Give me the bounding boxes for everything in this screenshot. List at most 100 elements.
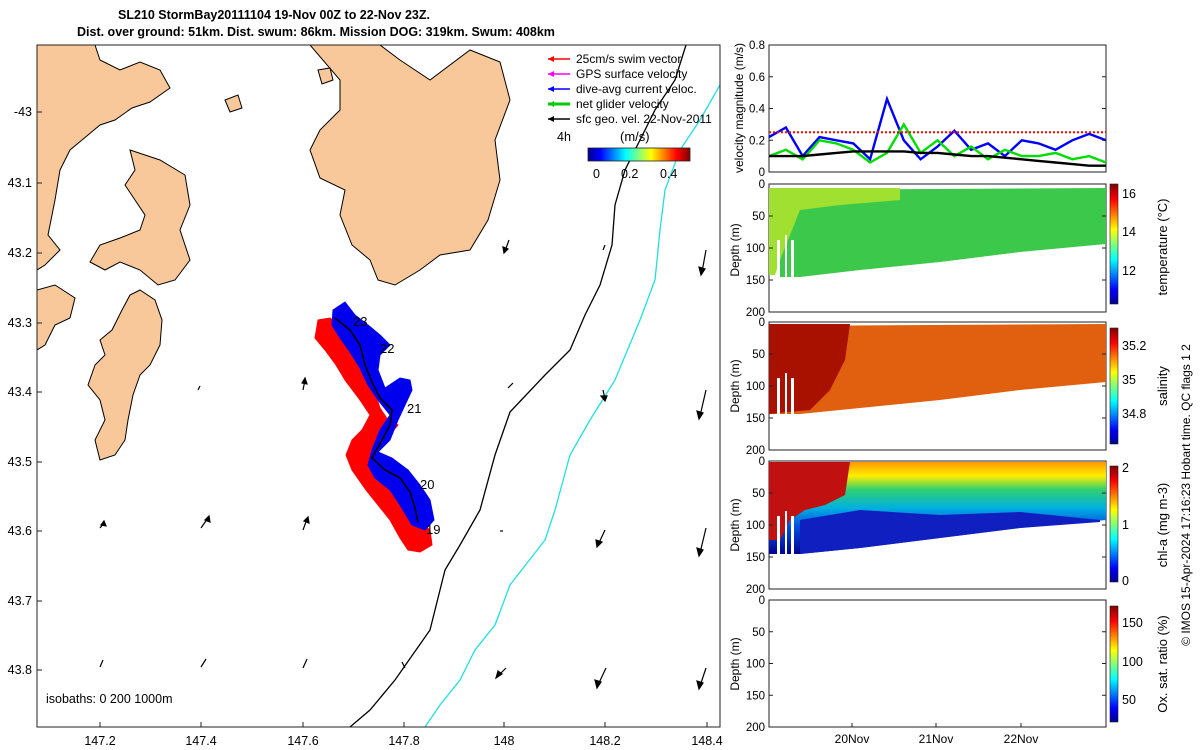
map-x-tick-label: 147.2 [84,734,115,748]
salinity-section-panel: 34.8 35 35.2 salinity 0 50 100 150 200 Depth… [728,317,1170,457]
credit-text: © IMOS 15-Apr-2024 17:16:23 Hobart time.… [1179,344,1193,646]
map-y-axis: -43 43.1 43.2 43.3 43.4 43.5 43.6 43.7 43.8 [8,105,42,677]
depth-tick-label: 150 [746,275,765,287]
salinity-high-surface [769,324,850,414]
temperature-warm-surface [769,188,900,275]
depth-tick-label: 100 [746,520,765,532]
track-day-labels: 23 22 21 20 19 [353,314,440,537]
day-label: 19 [426,522,440,537]
isobath-200m [349,45,687,727]
depth-tick-label: 0 [759,456,765,468]
velocity-arrow [507,382,514,389]
colorbar-tick: 0 [593,167,600,181]
velocity-y-tick-label: 0.8 [749,40,765,52]
temperature-colorbar-label: temperature (°C) [1155,199,1170,296]
oxygen-colorbar [1109,605,1119,723]
depth-tick-label: 100 [746,243,765,255]
velocity-arrow [594,667,607,690]
velocity-arrow [595,529,606,549]
velocity-arrow [599,389,608,403]
temperature-profile-stripes [777,235,794,278]
oxygen-colorbar-tick: 150 [1122,616,1143,630]
chart-title-line1: SL210 StormBay20111104 19-Nov 00Z to 22-… [118,8,430,22]
colorbar-title: (m/s) [620,129,650,144]
map-y-tick-label: 43.4 [8,385,32,399]
oxygen-colorbar-tick: 50 [1122,693,1136,707]
land-peninsula-mid [37,284,76,351]
oxygen-section-panel: 50 100 150 Ox. sat. ratio (%) 0 50 100 150 2… [728,595,1170,746]
temperature-colorbar [1109,183,1119,305]
chlorophyll-colorbar-label: chl-a (mg m-3) [1155,483,1170,568]
map-panel: 23 22 21 20 19 147.2 147.4 147.6 147.8 148 14… [8,44,723,748]
map-x-tick-label: 148.4 [691,734,722,748]
map-x-tick-label: 148 [494,734,515,748]
velocity-y-label: velocity magnitude (m/s) [732,43,746,173]
map-y-tick-label: 43.1 [8,176,32,190]
land-mainland-west [37,45,171,271]
time-axis: 20Nov 21Nov 22Nov [835,723,1039,746]
land-tasman-peninsula-north [309,45,511,286]
map-x-tick-label: 147.4 [185,734,216,748]
velocity-arrow [698,249,707,277]
depth-tick-label: 0 [759,317,765,329]
temperature-section-panel: 12 14 16 temperature (°C) 0 50 100 150 200 D… [728,179,1170,319]
chlorophyll-colorbar [1109,465,1119,583]
salinity-colorbar-tick: 34.8 [1122,407,1146,421]
day-label: 21 [407,401,421,416]
depth-tick-label: 150 [746,413,765,425]
chlorophyll-colorbar-tick: 1 [1122,518,1129,532]
land-peninsula-small [89,149,191,286]
depth-tick-label: 200 [746,722,765,734]
chlorophyll-colorbar-tick: 0 [1122,574,1129,588]
map-x-tick-label: 148.2 [589,734,620,748]
legend-arrowhead [548,71,554,77]
temperature-colorbar-tick: 12 [1122,264,1136,278]
day-label: 22 [380,341,394,356]
salinity-colorbar [1109,327,1119,445]
chlorophyll-deep-blue [800,510,1100,554]
velocity-arrow [302,658,308,669]
land-islet [317,67,334,85]
speed-colorbar-ticks: 0 0.2 0.4 [593,167,677,181]
land-islet [224,94,243,113]
map-y-tick-label: 43.5 [8,455,32,469]
velocity-arrow [197,385,201,391]
legend-label: dive-avg current veloc. [576,82,697,96]
map-y-tick-label: 43.8 [8,663,32,677]
depth-tick-label: 100 [746,381,765,393]
map-y-tick-label: 43.7 [8,594,32,608]
depth-tick-label: 200 [746,584,765,596]
glider-current-vectors-blue [331,301,435,531]
velocity-y-tick-label: 0.6 [749,72,765,84]
glider-track [334,317,419,523]
depth-tick-label: 100 [746,659,765,671]
series-line [768,95,1107,162]
velocity-arrow [200,514,211,529]
salinity-data-field [769,324,1106,414]
day-label: 23 [353,314,367,329]
salinity-colorbar-tick: 35 [1122,373,1136,387]
depth-axis-label: Depth (m) [728,637,742,690]
velocity-arrow [401,661,406,669]
velocity-arrow [302,515,310,531]
oxygen-axes-frame [768,599,1107,728]
map-y-tick-label: -43 [14,105,32,119]
salinity-colorbar-label: salinity [1155,366,1170,406]
time-tick-label: 22Nov [1004,732,1039,746]
series-line [768,122,1107,164]
map-axes-frame [36,44,721,728]
land-bruny-island [87,289,163,461]
temperature-data-field [769,188,1106,277]
colorbar-tick: 0.2 [621,167,638,181]
depth-axis-label: Depth (m) [728,359,742,412]
map-y-tick-label: 43.6 [8,524,32,538]
colorbar-tick: 0.4 [660,167,677,181]
oxygen-colorbar-tick: 100 [1122,655,1143,669]
legend-label: GPS surface velocity [576,67,687,81]
velocity-y-tick-label: 0 [759,167,765,179]
map-x-tick-label: 147.8 [388,734,419,748]
legend-arrowhead [548,101,554,107]
speed-colorbar [587,147,691,162]
velocity-arrow [502,239,510,255]
